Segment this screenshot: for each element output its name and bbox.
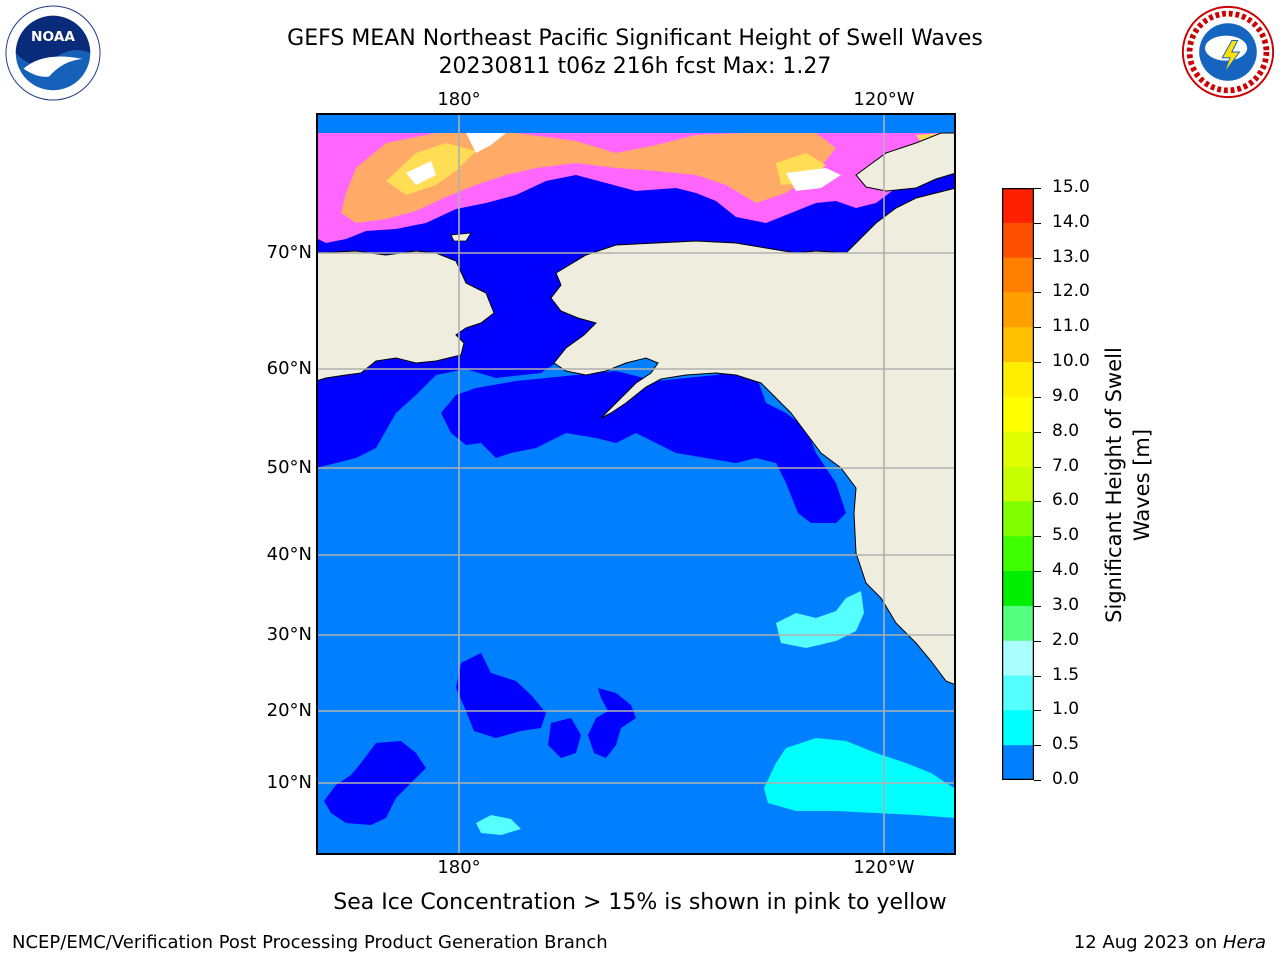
noaa-logo: NOAA bbox=[5, 5, 101, 101]
graticule bbox=[316, 113, 956, 855]
colorbar-segment bbox=[1002, 605, 1034, 642]
colorbar-tick-label: 0.0 bbox=[1052, 769, 1080, 789]
colorbar-tick-label: 6.0 bbox=[1052, 490, 1080, 511]
colorbar-tick-label: 11.0 bbox=[1052, 316, 1090, 337]
lat-label-20n: 20°N bbox=[266, 700, 312, 721]
colorbar-tick-label: 15.0 bbox=[1052, 177, 1090, 197]
colorbar-tick-mark bbox=[1034, 396, 1041, 398]
ocean-swell-1.0-1.5-east bbox=[764, 738, 956, 818]
map-frame bbox=[316, 113, 956, 855]
credit-line: NCEP/EMC/Verification Post Processing Pr… bbox=[12, 932, 608, 953]
colorbar-segment bbox=[1002, 362, 1034, 398]
sea-ice-white bbox=[406, 133, 841, 191]
lat-label-60n: 60°N bbox=[266, 358, 312, 379]
colorbar-tick-label: 13.0 bbox=[1052, 246, 1090, 267]
colorbar-segment bbox=[1002, 710, 1034, 746]
svg-text:NOAA: NOAA bbox=[31, 29, 75, 45]
colorbar-segment bbox=[1002, 327, 1034, 363]
lon-label-bottom-180: 180° bbox=[437, 857, 481, 878]
colorbar-tick-label: 5.0 bbox=[1052, 525, 1080, 546]
ocean-swell-0-0.5-hawaii-a bbox=[456, 653, 546, 738]
colorbar-segment bbox=[1002, 640, 1034, 677]
date-host: Hera bbox=[1222, 932, 1266, 953]
colorbar-segment bbox=[1002, 396, 1034, 433]
colorbar bbox=[1002, 188, 1034, 780]
ocean-swell-1.0-1.5-mid bbox=[776, 591, 864, 648]
land-island-small bbox=[450, 232, 472, 242]
land-north-america bbox=[550, 187, 956, 686]
colorbar-tick-mark bbox=[1034, 466, 1041, 468]
lat-label-10n: 10°N bbox=[266, 772, 312, 793]
colorbar-tick-label: 0.5 bbox=[1052, 734, 1080, 755]
colorbar-frame bbox=[1002, 188, 1034, 780]
colorbar-tick-mark bbox=[1034, 640, 1041, 642]
colorbar-tick-mark bbox=[1034, 257, 1041, 259]
ocean-swell-1.0-1.5-south bbox=[476, 815, 521, 835]
ocean-swell-0-0.5-gulf bbox=[441, 371, 846, 523]
colorbar-tick-mark bbox=[1034, 571, 1041, 573]
colorbar-tick-label: 4.0 bbox=[1052, 560, 1080, 581]
map-title: GEFS MEAN Northeast Pacific Significant … bbox=[287, 26, 983, 51]
date-line: 12 Aug 2023 on Hera bbox=[1074, 932, 1266, 953]
colorbar-segment bbox=[1002, 536, 1034, 572]
colorbar-tick-label: 7.0 bbox=[1052, 455, 1080, 476]
lat-label-40n: 40°N bbox=[266, 544, 312, 565]
lon-label-top-180: 180° bbox=[437, 89, 481, 110]
colorbar-tick-label: 3.0 bbox=[1052, 594, 1080, 615]
map-plot bbox=[316, 113, 956, 855]
colorbar-tick-mark bbox=[1034, 780, 1041, 781]
lon-label-top-120w: 120°W bbox=[853, 89, 915, 110]
ocean-swell-0-0.5-hawaii-b bbox=[548, 718, 581, 758]
colorbar-segment bbox=[1002, 222, 1034, 259]
colorbar-tick-label: 8.0 bbox=[1052, 420, 1080, 441]
sea-ice-footnote: Sea Ice Concentration > 15% is shown in … bbox=[333, 890, 947, 915]
colorbar-tick-mark bbox=[1034, 327, 1041, 329]
colorbar-tick-mark bbox=[1034, 188, 1041, 189]
colorbar-tick-mark bbox=[1034, 362, 1041, 364]
colorbar-tick-label: 12.0 bbox=[1052, 281, 1090, 302]
colorbar-tick-label: 1.0 bbox=[1052, 699, 1080, 720]
colorbar-segment bbox=[1002, 257, 1034, 293]
colorbar-tick-label: 2.0 bbox=[1052, 629, 1080, 650]
lat-label-70n: 70°N bbox=[266, 242, 312, 263]
land-arctic-islands bbox=[855, 132, 956, 192]
colorbar-tick-label: 10.0 bbox=[1052, 351, 1090, 372]
colorbar-tick-label: 14.0 bbox=[1052, 211, 1090, 232]
colorbar-tick-label: 9.0 bbox=[1052, 385, 1080, 406]
colorbar-segment bbox=[1002, 571, 1034, 607]
colorbar-segment bbox=[1002, 466, 1034, 502]
colorbar-tick-mark bbox=[1034, 222, 1041, 224]
colorbar-segment bbox=[1002, 675, 1034, 711]
map-subtitle: 20230811 t06z 216h fcst Max: 1.27 bbox=[438, 54, 832, 79]
date-text: 12 Aug 2023 on bbox=[1073, 932, 1223, 953]
colorbar-tick-mark bbox=[1034, 292, 1041, 294]
colorbar-tick-label: 1.5 bbox=[1052, 664, 1080, 685]
colorbar-segment bbox=[1002, 188, 1034, 224]
colorbar-segment bbox=[1002, 745, 1034, 780]
colorbar-label: Significant Height of Swell Waves [m] bbox=[1102, 347, 1154, 623]
colorbar-tick-mark bbox=[1034, 431, 1041, 433]
national-weather-service-logo bbox=[1181, 5, 1275, 99]
ocean-swell-0-0.5-hawaii-c bbox=[588, 688, 636, 758]
colorbar-segment bbox=[1002, 501, 1034, 537]
lon-label-bottom-120w: 120°W bbox=[853, 857, 915, 878]
lat-label-30n: 30°N bbox=[266, 624, 312, 645]
colorbar-tick-mark bbox=[1034, 675, 1041, 677]
colorbar-tick-mark bbox=[1034, 605, 1041, 607]
colorbar-tick-mark bbox=[1034, 501, 1041, 503]
colorbar-tick-mark bbox=[1034, 536, 1041, 538]
colorbar-segment bbox=[1002, 431, 1034, 468]
colorbar-segment bbox=[1002, 292, 1034, 328]
lat-label-50n: 50°N bbox=[266, 457, 312, 478]
colorbar-tick-mark bbox=[1034, 745, 1041, 747]
colorbar-tick-mark bbox=[1034, 710, 1041, 712]
